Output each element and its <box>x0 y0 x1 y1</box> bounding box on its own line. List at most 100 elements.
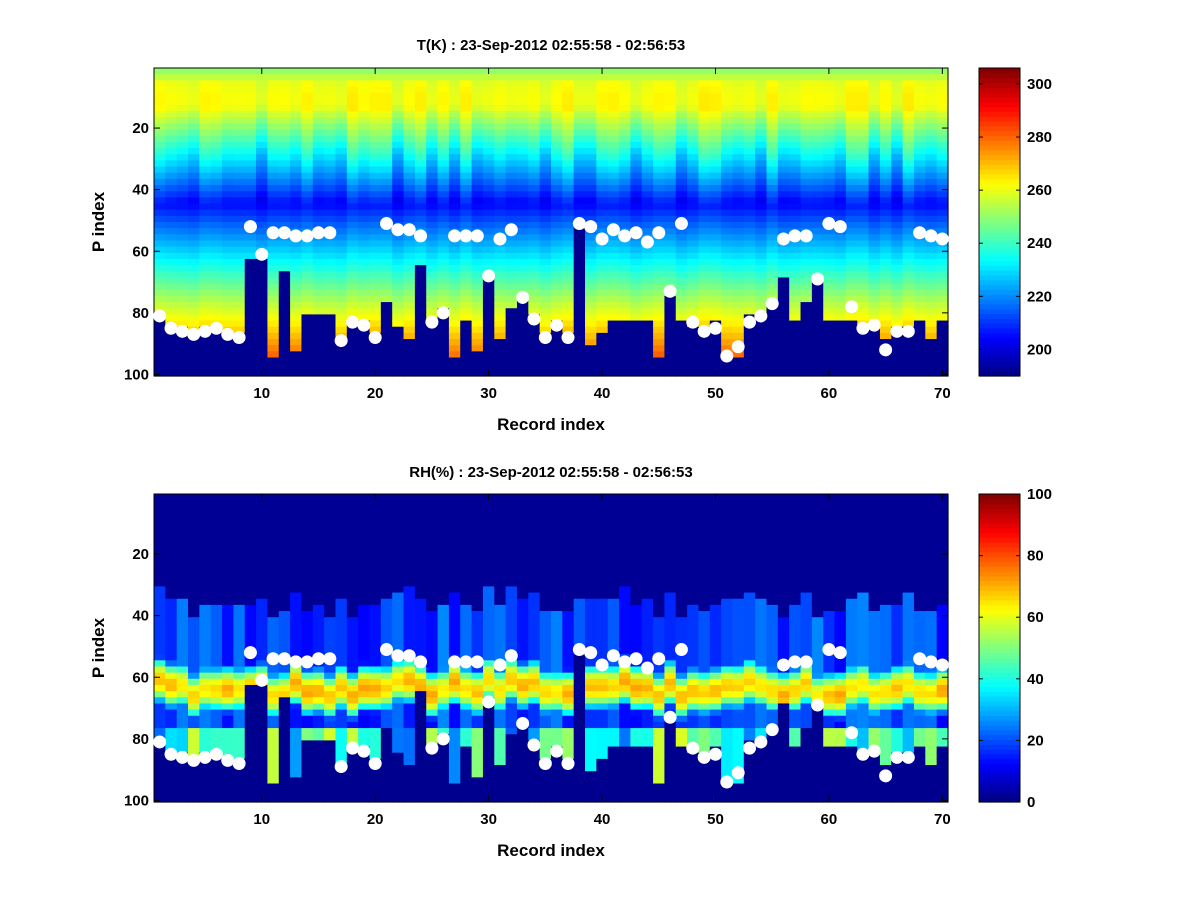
heatmap-cell <box>925 246 938 254</box>
heatmap-cell <box>324 506 337 514</box>
colorbar-segment <box>979 274 1020 281</box>
heatmap-cell <box>800 332 813 340</box>
marker-lower <box>232 331 246 344</box>
heatmap-cell <box>585 332 597 340</box>
heatmap-cell <box>358 117 371 125</box>
heatmap-cell <box>301 172 314 180</box>
heatmap-cell <box>641 252 654 260</box>
heatmap-cell <box>165 172 178 180</box>
heatmap-cell <box>585 234 597 242</box>
marker-lower <box>221 327 235 341</box>
heatmap-cell <box>256 154 269 161</box>
heatmap-cell <box>358 721 371 729</box>
heatmap-cell <box>358 166 371 174</box>
heatmap-cell <box>766 123 779 131</box>
heatmap-cell <box>777 98 790 106</box>
heatmap-cell <box>687 160 700 168</box>
heatmap-cell <box>460 295 473 303</box>
heatmap-cell <box>290 623 303 631</box>
heatmap-cell <box>188 629 200 637</box>
heatmap-cell <box>199 228 212 235</box>
heatmap-cell <box>823 111 836 118</box>
heatmap-cell <box>687 345 700 352</box>
heatmap-cell <box>562 240 575 248</box>
heatmap-cell <box>630 98 643 106</box>
heatmap-cell <box>380 197 393 205</box>
heatmap-cell <box>437 567 450 575</box>
heatmap-cell <box>199 697 212 705</box>
heatmap-cell <box>346 500 359 507</box>
heatmap-cell <box>256 567 269 575</box>
marker-upper <box>243 220 257 234</box>
heatmap-cell <box>176 117 189 125</box>
heatmap-cell <box>369 641 382 649</box>
heatmap-cell <box>891 234 904 242</box>
colorbar-tick-label: 300 <box>1027 76 1052 93</box>
heatmap-cell <box>403 555 416 563</box>
heatmap-cell <box>154 506 166 514</box>
heatmap-cell <box>165 635 178 643</box>
heatmap-cell <box>290 172 303 180</box>
heatmap-cell <box>358 191 371 198</box>
heatmap-cell <box>210 80 223 88</box>
heatmap-cell <box>766 320 779 328</box>
heatmap-cell <box>346 586 359 594</box>
heatmap-cell <box>936 123 949 131</box>
heatmap-cell <box>834 252 847 260</box>
heatmap-cell <box>324 604 337 612</box>
heatmap-cell <box>267 783 280 791</box>
heatmap-cell <box>369 197 382 205</box>
heatmap-cell <box>222 777 234 785</box>
heatmap-cell <box>879 191 892 198</box>
heatmap-cell <box>222 203 234 211</box>
heatmap-cell <box>630 166 643 174</box>
heatmap-cell <box>312 555 325 563</box>
heatmap-cell <box>188 524 200 532</box>
heatmap-cell <box>346 604 359 612</box>
heatmap-cell <box>392 320 405 328</box>
heatmap-cell <box>301 203 314 211</box>
heatmap-cell <box>301 345 314 352</box>
heatmap-cell <box>414 611 427 618</box>
heatmap-cell <box>278 271 291 279</box>
colorbar-segment <box>979 193 1020 199</box>
heatmap-cell <box>278 611 291 618</box>
heatmap-cell <box>199 524 212 532</box>
marker-upper <box>788 229 802 243</box>
heatmap-cell <box>596 357 609 365</box>
heatmap-cell <box>154 580 166 587</box>
heatmap-cell <box>936 345 949 352</box>
heatmap-cell <box>199 537 212 544</box>
heatmap-cell <box>562 80 575 88</box>
heatmap-cell <box>199 222 212 229</box>
heatmap-cell <box>460 135 473 143</box>
heatmap-cell <box>585 326 597 334</box>
heatmap-cell <box>664 123 677 131</box>
heatmap-cell <box>426 530 439 538</box>
heatmap-cell <box>233 530 246 538</box>
heatmap-cell <box>641 172 654 180</box>
heatmap-cell <box>222 104 234 112</box>
heatmap-cell <box>267 740 280 748</box>
heatmap-cell <box>188 172 200 180</box>
heatmap-cell <box>335 684 348 692</box>
heatmap-cell <box>709 104 722 112</box>
heatmap-cell <box>516 320 529 328</box>
heatmap-cell <box>176 506 189 514</box>
heatmap-cell <box>380 129 393 137</box>
heatmap-cell <box>721 228 734 235</box>
heatmap-cell <box>528 74 541 81</box>
heatmap-cell <box>573 326 586 334</box>
heatmap-cell <box>426 617 439 624</box>
heatmap-cell <box>176 295 189 303</box>
heatmap-cell <box>698 197 711 205</box>
heatmap-cell <box>403 129 416 137</box>
heatmap-cell <box>687 302 700 309</box>
heatmap-cell <box>358 160 371 168</box>
heatmap-cell <box>267 320 280 328</box>
heatmap-cell <box>936 172 949 180</box>
heatmap-cell <box>437 228 450 235</box>
heatmap-cell <box>210 148 223 155</box>
heatmap-cell <box>233 697 246 705</box>
heatmap-cell <box>414 728 427 735</box>
